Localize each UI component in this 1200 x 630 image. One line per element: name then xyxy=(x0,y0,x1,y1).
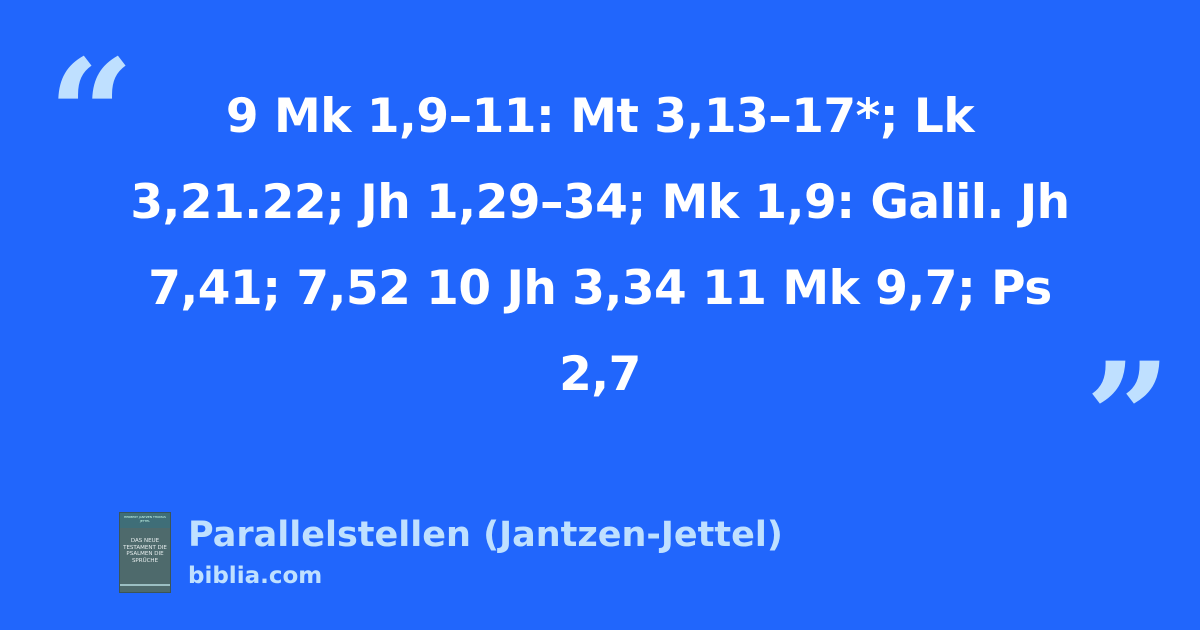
quote-text: 9 Mk 1,9–11: Mt 3,13–17*; Lk 3,21.22; Jh… xyxy=(130,89,1070,402)
source-title[interactable]: Parallelstellen (Jantzen-Jettel) xyxy=(188,515,783,555)
book-cover-image: HERBERT JANTZEN THOMAS JETTEL DAS NEUE T… xyxy=(120,513,170,592)
open-quote-icon: “ xyxy=(48,27,135,203)
cover-stripe xyxy=(120,584,170,586)
cover-authors: HERBERT JANTZEN THOMAS JETTEL xyxy=(120,513,170,528)
cover-title: DAS NEUE TESTAMENT DIE PSALMEN DIE SPRÜC… xyxy=(123,538,167,564)
source-site-link[interactable]: biblia.com xyxy=(188,563,323,589)
close-quote-icon: ” xyxy=(1085,330,1172,506)
